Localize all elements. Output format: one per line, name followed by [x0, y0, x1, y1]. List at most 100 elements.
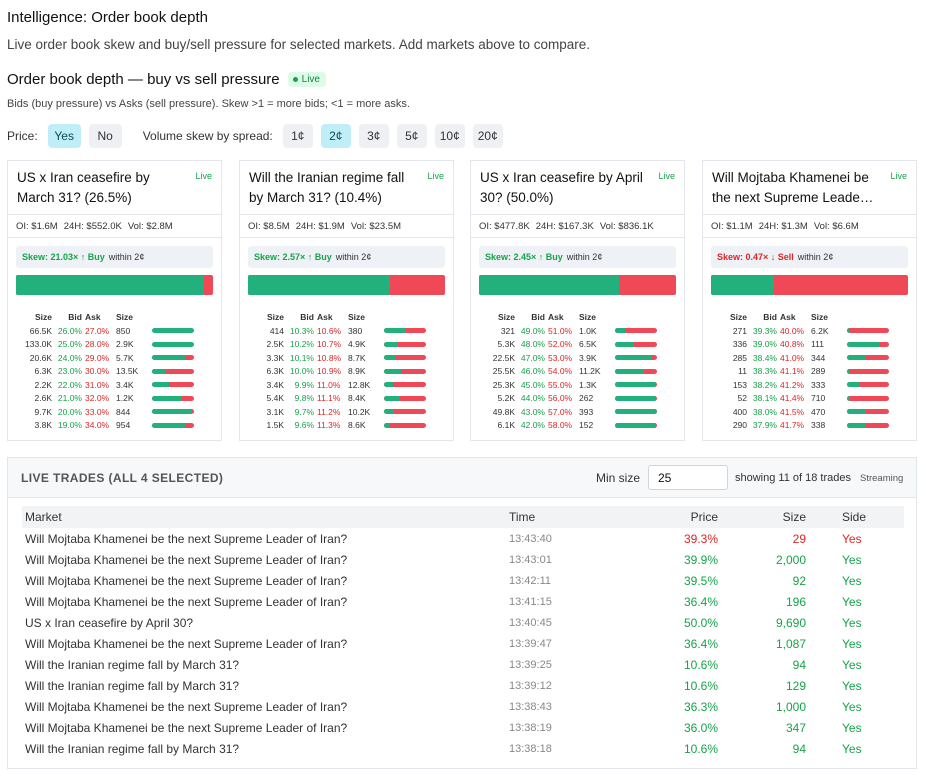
trade-market: Will Mojtaba Khamenei be the next Suprem…	[25, 594, 348, 609]
order-level-row: 6.3K 23.0% 30.0% 13.5K	[24, 365, 194, 379]
skew-value: Skew: 2.45× ↑ Buy	[485, 252, 563, 262]
table-row[interactable]: Will the Iranian regime fall by March 31…	[22, 654, 904, 675]
spread-option-4[interactable]: 5¢	[396, 124, 427, 148]
header-ask: Ask	[780, 312, 796, 322]
price-option-yes[interactable]: Yes	[47, 124, 81, 148]
open-interest: OI: $8.5M	[248, 220, 290, 232]
trade-price: 36.0%	[683, 720, 718, 735]
trade-time: 13:43:01	[509, 553, 552, 566]
level-pressure-buy-fill	[615, 328, 626, 334]
depth-bar-buy-fill	[711, 275, 775, 295]
trade-market: US x Iran ceasefire by April 30?	[25, 615, 194, 630]
trade-price: 39.3%	[683, 531, 718, 546]
level-pressure-buy-fill	[152, 382, 169, 388]
header-bid-size: Size	[729, 312, 747, 322]
level-pressure-bar	[847, 368, 889, 374]
card-title[interactable]: US x Iran ceasefire by March 31? (26.5%)	[17, 170, 150, 205]
level-pressure-buy-fill	[152, 422, 186, 428]
card-live-label: Live	[890, 171, 907, 181]
card-title[interactable]: Will the Iranian regime fall by March 31…	[249, 170, 405, 205]
order-levels: Size Bid Ask Size 66.5K 26.0% 27.0% 850 133.0K 25…	[24, 310, 194, 432]
total-volume: Vol: $836.1K	[599, 220, 654, 232]
trade-price: 50.0%	[683, 615, 718, 630]
bid-price: 38.4%	[752, 352, 777, 363]
level-pressure-bar	[847, 382, 889, 388]
market-card[interactable]: US x Iran ceasefire by March 31? (26.5%)…	[7, 160, 222, 441]
table-row[interactable]: Will the Iranian regime fall by March 31…	[22, 675, 904, 696]
trade-size: 129	[785, 678, 806, 693]
spread-option-1[interactable]: 1¢	[282, 124, 313, 148]
ask-price: 53.0%	[548, 352, 573, 363]
card-title[interactable]: Will Mojtaba Khamenei be the next Suprem…	[712, 170, 874, 205]
table-row[interactable]: Will Mojtaba Khamenei be the next Suprem…	[22, 696, 904, 717]
ask-price: 11.2%	[317, 406, 341, 417]
column-header-side[interactable]: Side	[842, 510, 867, 524]
skew-within: within 2¢	[797, 252, 834, 262]
table-row[interactable]: Will Mojtaba Khamenei be the next Suprem…	[22, 549, 904, 570]
order-level-row: 285 38.4% 41.0% 344	[719, 351, 889, 365]
order-level-row: 2.2K 22.0% 31.0% 3.4K	[24, 378, 194, 392]
table-row[interactable]: US x Iran ceasefire by April 30? 13:40:45…	[22, 612, 904, 633]
level-pressure-buy-fill	[384, 368, 402, 374]
ask-price: 34.0%	[85, 420, 110, 431]
bid-size: 285	[732, 352, 747, 363]
open-interest: OI: $1.1M	[711, 220, 753, 232]
header-ask: Ask	[85, 312, 101, 322]
depth-bar-buy-fill	[16, 275, 205, 295]
level-pressure-bar	[152, 382, 194, 388]
table-row[interactable]: Will Mojtaba Khamenei be the next Suprem…	[22, 528, 904, 549]
ask-price: 41.4%	[780, 393, 805, 404]
bid-size: 271	[732, 325, 747, 336]
table-row[interactable]: Will Mojtaba Khamenei be the next Suprem…	[22, 570, 904, 591]
ask-price: 41.1%	[780, 366, 805, 377]
bid-size: 414	[269, 325, 284, 336]
order-level-row: 336 39.0% 40.8% 111	[719, 338, 889, 352]
ask-price: 11.0%	[317, 379, 341, 390]
trade-price: 10.6%	[683, 678, 718, 693]
ask-size: 111	[811, 339, 824, 350]
skew-value: Skew: 2.57× ↑ Buy	[254, 252, 332, 262]
ask-price: 41.2%	[780, 379, 805, 390]
column-header-price[interactable]: Price	[690, 510, 718, 524]
order-levels-header: Size Bid Ask Size	[719, 310, 889, 324]
price-option-no[interactable]: No	[88, 124, 122, 148]
ask-size: 1.3K	[579, 379, 597, 390]
table-row[interactable]: Will Mojtaba Khamenei be the next Suprem…	[22, 717, 904, 738]
market-card[interactable]: Will the Iranian regime fall by March 31…	[239, 160, 454, 441]
ask-size: 333	[811, 379, 826, 390]
trade-side: Yes	[842, 594, 862, 609]
table-row[interactable]: Will Mojtaba Khamenei be the next Suprem…	[22, 591, 904, 612]
volume-24h: 24H: $1.3M	[758, 220, 808, 232]
column-header-time[interactable]: Time	[509, 510, 536, 524]
bid-price: 19.0%	[57, 420, 82, 431]
spread-option-5[interactable]: 10¢	[434, 124, 465, 148]
bid-size: 2.5K	[266, 339, 285, 350]
card-title[interactable]: US x Iran ceasefire by April 30? (50.0%)	[480, 170, 643, 205]
bid-size: 3.1K	[266, 406, 285, 417]
column-header-size[interactable]: Size	[782, 510, 806, 524]
bid-price: 9.9%	[294, 379, 314, 390]
market-card[interactable]: Will Mojtaba Khamenei be the next Suprem…	[702, 160, 917, 441]
level-pressure-buy-fill	[152, 328, 194, 334]
table-row[interactable]: Will the Iranian regime fall by March 31…	[22, 738, 904, 759]
ask-price: 10.7%	[317, 339, 342, 350]
table-row[interactable]: Will Mojtaba Khamenei be the next Suprem…	[22, 633, 904, 654]
level-pressure-bar	[384, 422, 426, 428]
column-header-market[interactable]: Market	[25, 510, 62, 524]
ask-price: 41.7%	[780, 420, 805, 431]
market-card[interactable]: US x Iran ceasefire by April 30? (50.0%)…	[470, 160, 685, 441]
level-pressure-bar	[847, 355, 889, 361]
order-level-row: 52 38.1% 41.4% 710	[719, 392, 889, 406]
order-level-row: 66.5K 26.0% 27.0% 850	[24, 324, 194, 338]
spread-option-2[interactable]: 2¢	[320, 124, 351, 148]
ask-size: 3.9K	[579, 352, 597, 363]
spread-option-6[interactable]: 20¢	[472, 124, 503, 148]
skew-value: Skew: 0.47× ↓ Sell	[717, 252, 794, 262]
trade-side: Yes	[842, 720, 862, 735]
spread-option-3[interactable]: 3¢	[358, 124, 389, 148]
trade-size: 94	[792, 741, 806, 756]
header-bid: Bid	[531, 312, 545, 322]
trade-market: Will Mojtaba Khamenei be the next Suprem…	[25, 720, 348, 735]
min-size-input[interactable]	[648, 465, 728, 490]
trade-time: 13:40:45	[509, 616, 552, 629]
